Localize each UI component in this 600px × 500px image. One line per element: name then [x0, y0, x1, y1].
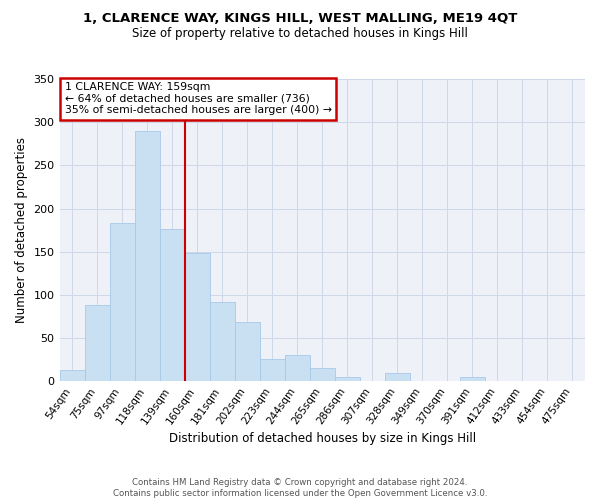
Bar [260, 359, 285, 382]
Bar [235, 322, 260, 382]
Text: Size of property relative to detached houses in Kings Hill: Size of property relative to detached ho… [132, 28, 468, 40]
Bar [134, 131, 160, 382]
Bar [285, 356, 310, 382]
Text: Contains HM Land Registry data © Crown copyright and database right 2024.
Contai: Contains HM Land Registry data © Crown c… [113, 478, 487, 498]
Bar [335, 377, 360, 382]
Text: 1 CLARENCE WAY: 159sqm
← 64% of detached houses are smaller (736)
35% of semi-de: 1 CLARENCE WAY: 159sqm ← 64% of detached… [65, 82, 332, 115]
Bar [59, 370, 85, 382]
Bar [460, 377, 485, 382]
Bar [385, 372, 410, 382]
Y-axis label: Number of detached properties: Number of detached properties [15, 137, 28, 323]
Bar [185, 252, 209, 382]
X-axis label: Distribution of detached houses by size in Kings Hill: Distribution of detached houses by size … [169, 432, 476, 445]
Bar [110, 224, 134, 382]
Bar [85, 306, 110, 382]
Text: 1, CLARENCE WAY, KINGS HILL, WEST MALLING, ME19 4QT: 1, CLARENCE WAY, KINGS HILL, WEST MALLIN… [83, 12, 517, 26]
Bar [209, 302, 235, 382]
Bar [160, 230, 185, 382]
Bar [310, 368, 335, 382]
